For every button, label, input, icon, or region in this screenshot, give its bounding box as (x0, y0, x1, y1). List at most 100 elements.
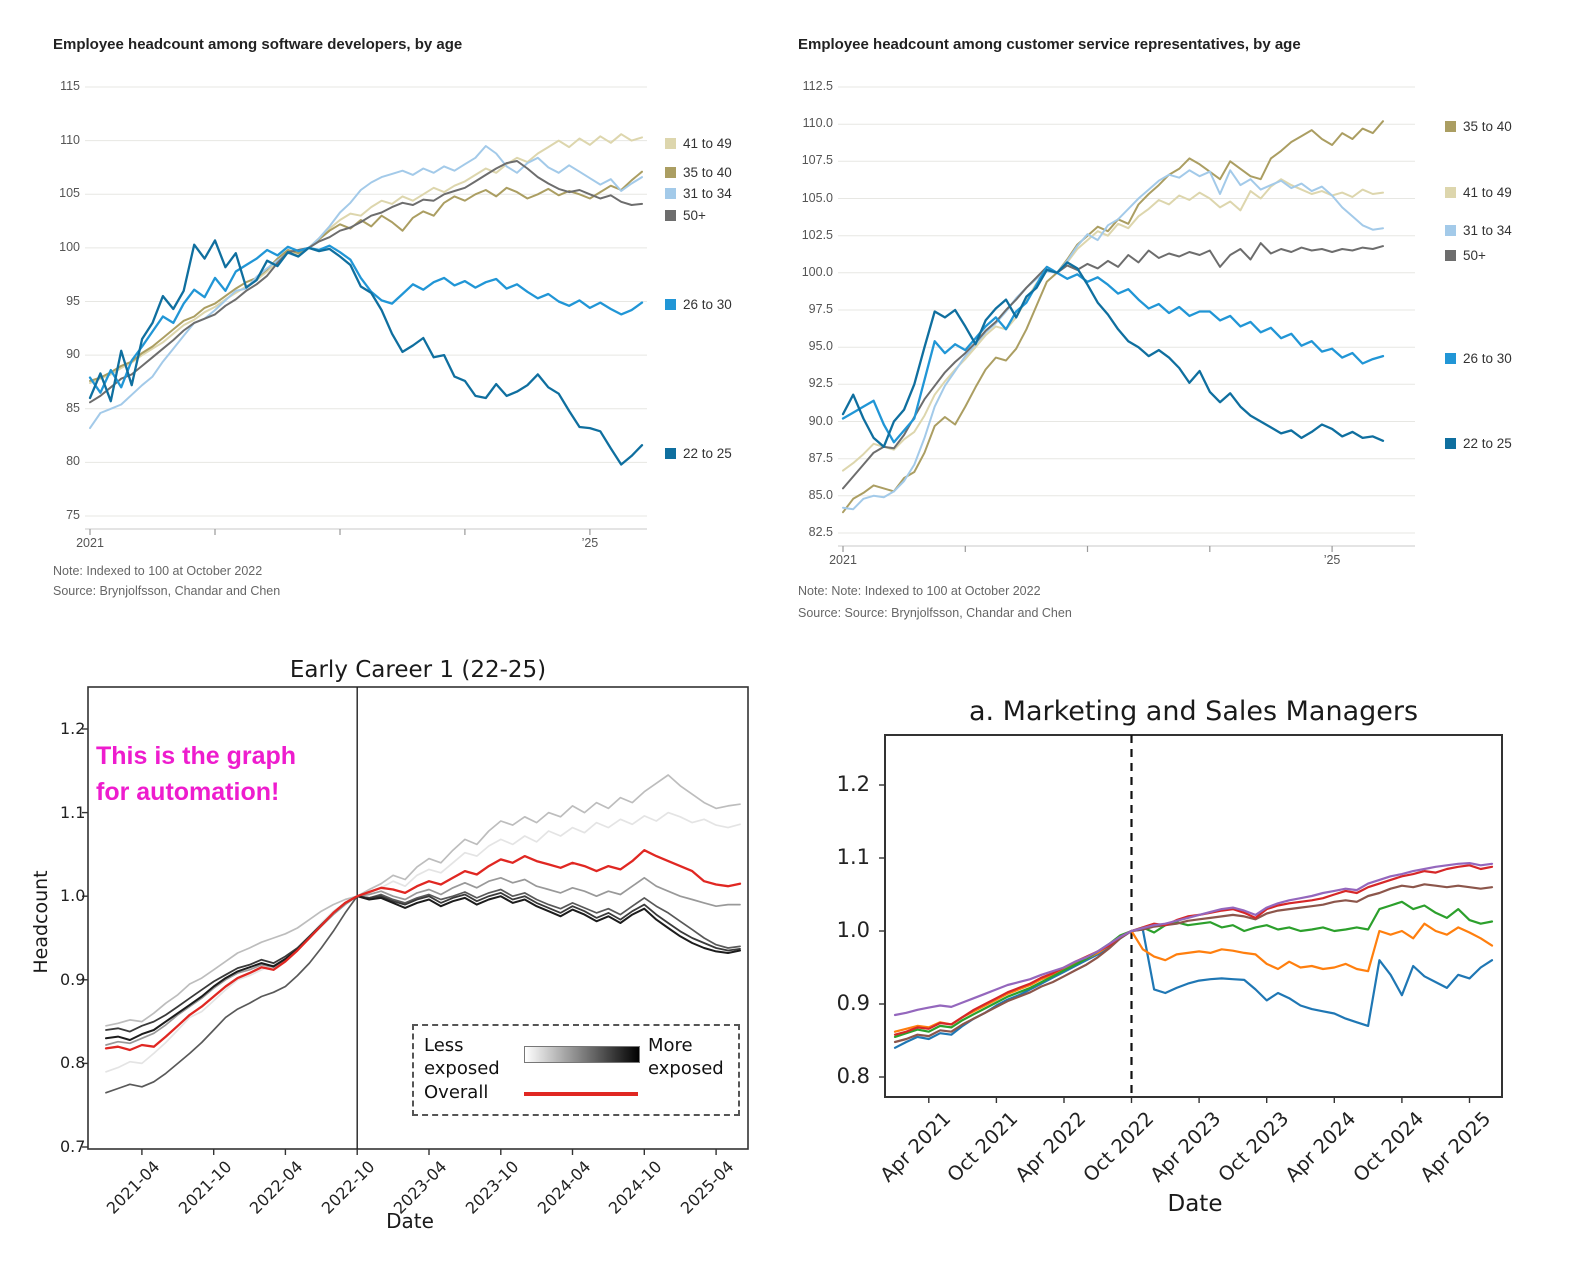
chart-note: Note: Indexed to 100 at October 2022 (53, 564, 263, 578)
legend-label-41-to-49: 41 to 49 (683, 136, 732, 151)
series-line-series-purple (893, 862, 1494, 1017)
legend-label-50: 50+ (1463, 248, 1486, 263)
series-line-overall (104, 849, 742, 1052)
y-tick-label: 1.2 (60, 719, 86, 738)
plot-border (884, 734, 1503, 1098)
plot-border (87, 686, 749, 1150)
series-line-22-to-25 (841, 261, 1385, 448)
legend-less-exposed-label: Less exposed (424, 1035, 500, 1080)
chart-title: a. Marketing and Sales Managers (968, 696, 1419, 727)
y-tick-label: 105.0 (801, 190, 833, 205)
y-tick-label: 90.0 (808, 413, 833, 428)
y-axis-label: Headcount (30, 870, 52, 974)
y-tick-label: 1.2 (836, 772, 870, 796)
legend-item-50: 50+ (1445, 248, 1486, 263)
series-line-exposure-quintile-6-most-exposed (105, 895, 741, 1041)
series-line-50 (89, 160, 643, 404)
y-tick-label: 97.5 (808, 302, 833, 316)
y-tick-label: 110 (60, 132, 80, 147)
early-plot (82, 686, 749, 1155)
y-tick-label: 0.8 (836, 1064, 870, 1088)
legend-label-31-to-34: 31 to 34 (1463, 223, 1512, 238)
legend-swatch-41-to-49 (1445, 187, 1456, 198)
legend-item-41-to-49: 41 to 49 (1445, 185, 1512, 200)
legend-item-31-to-34: 31 to 34 (665, 186, 732, 201)
legend-item-26-to-30: 26 to 30 (1445, 351, 1512, 366)
y-tick-label: 90 (66, 347, 80, 362)
legend-label-26-to-30: 26 to 30 (683, 297, 732, 312)
series-line-35-to-40 (89, 170, 643, 382)
series-line-35-to-40 (842, 120, 1384, 514)
chart-title: Early Career 1 (22-25) (289, 657, 547, 683)
x-axis-label: Date (386, 1209, 434, 1233)
series-line-exposure-quintile-4 (105, 888, 741, 1094)
legend-item-35-to-40: 35 to 40 (665, 165, 732, 180)
annotation-automation: This is the graph for automation! (96, 742, 297, 806)
legend-more-exposed-label: More exposed (648, 1035, 724, 1080)
legend-swatch-26-to-30 (665, 299, 676, 310)
mkt-plot (879, 734, 1503, 1103)
chart-title: Employee headcount among software develo… (53, 36, 463, 53)
y-tick-label: 85.0 (808, 487, 833, 502)
y-tick-label: 100 (59, 239, 80, 254)
series-line-exposure-quintile-2 (105, 774, 741, 1027)
y-tick-label: 115 (60, 79, 80, 93)
series-line-22-to-25 (88, 239, 644, 466)
y-tick-label: 0.7 (60, 1137, 86, 1156)
series-line-exposure-quintile-5 (105, 891, 741, 1033)
y-tick-label: 92.5 (808, 376, 833, 391)
legend-swatch-50 (1445, 250, 1456, 261)
x-axis-label: Date (1167, 1191, 1223, 1217)
legend-swatch-35-to-40 (665, 167, 676, 178)
exposure-legend: Less exposed More exposed Overall (412, 1024, 740, 1116)
series-line-31-to-34 (89, 145, 643, 430)
series-line-series-green (893, 900, 1494, 1038)
legend-swatch-22-to-25 (1445, 438, 1456, 449)
legend-item-41-to-49: 41 to 49 (665, 136, 732, 151)
chart-software-developers: Employee headcount among software develo… (50, 28, 795, 646)
legend-item-31-to-34: 31 to 34 (1445, 223, 1512, 238)
legend-item-22-to-25: 22 to 25 (1445, 436, 1512, 451)
legend-item-50: 50+ (665, 208, 706, 223)
legend-item-26-to-30: 26 to 30 (665, 297, 732, 312)
legend-label-22-to-25: 22 to 25 (683, 446, 732, 461)
y-tick-label: 87.5 (808, 450, 833, 465)
series-line-41-to-49 (842, 178, 1384, 472)
y-tick-label: 1.0 (836, 918, 870, 942)
legend-label-35-to-40: 35 to 40 (1463, 119, 1512, 134)
y-tick-label: 95 (66, 293, 80, 308)
x-tick-label: 2021 (829, 553, 857, 567)
y-tick-label: 105 (59, 186, 80, 201)
y-tick-label: 95.0 (808, 339, 833, 354)
overall-line-sample (524, 1092, 638, 1096)
x-tick-label: 2021 (76, 536, 104, 550)
chart-marketing-sales-managers: a. Marketing and Sales Managers Date 1.2… (830, 690, 1594, 1284)
y-tick-label: 0.9 (60, 969, 86, 989)
legend-overall-label: Overall (424, 1082, 489, 1103)
legend-label-26-to-30: 26 to 30 (1463, 351, 1512, 366)
y-tick-label: 112.5 (802, 79, 833, 93)
x-tick-label: ’25 (581, 536, 599, 550)
legend-label-50: 50+ (683, 208, 706, 223)
legend-swatch-31-to-34 (665, 188, 676, 199)
legend-label-41-to-49: 41 to 49 (1463, 185, 1512, 200)
chart-customer-service-reps: Employee headcount among customer servic… (795, 28, 1594, 650)
chart-note: Note: Note: Indexed to 100 at October 20… (798, 584, 1041, 598)
chart-title: Employee headcount among customer servic… (798, 36, 1301, 53)
y-tick-label: 110.0 (802, 116, 833, 131)
series-line-series-orange (893, 922, 1494, 1033)
series-line-26-to-30 (88, 244, 644, 394)
legend-item-22-to-25: 22 to 25 (665, 446, 732, 461)
series-line-exposure-quintile-3 (105, 876, 741, 1046)
y-tick-label: 102.5 (801, 227, 833, 242)
cs-plot (838, 86, 1415, 552)
dev-plot (85, 86, 647, 535)
y-tick-label: 0.8 (60, 1053, 86, 1073)
series-line-31-to-34 (842, 169, 1384, 511)
exposure-gradient-bar (524, 1046, 640, 1063)
y-tick-label: 80 (66, 454, 80, 469)
series-line-26-to-30 (841, 265, 1385, 444)
legend-swatch-31-to-34 (1445, 225, 1456, 236)
y-tick-label: 1.1 (836, 845, 870, 869)
